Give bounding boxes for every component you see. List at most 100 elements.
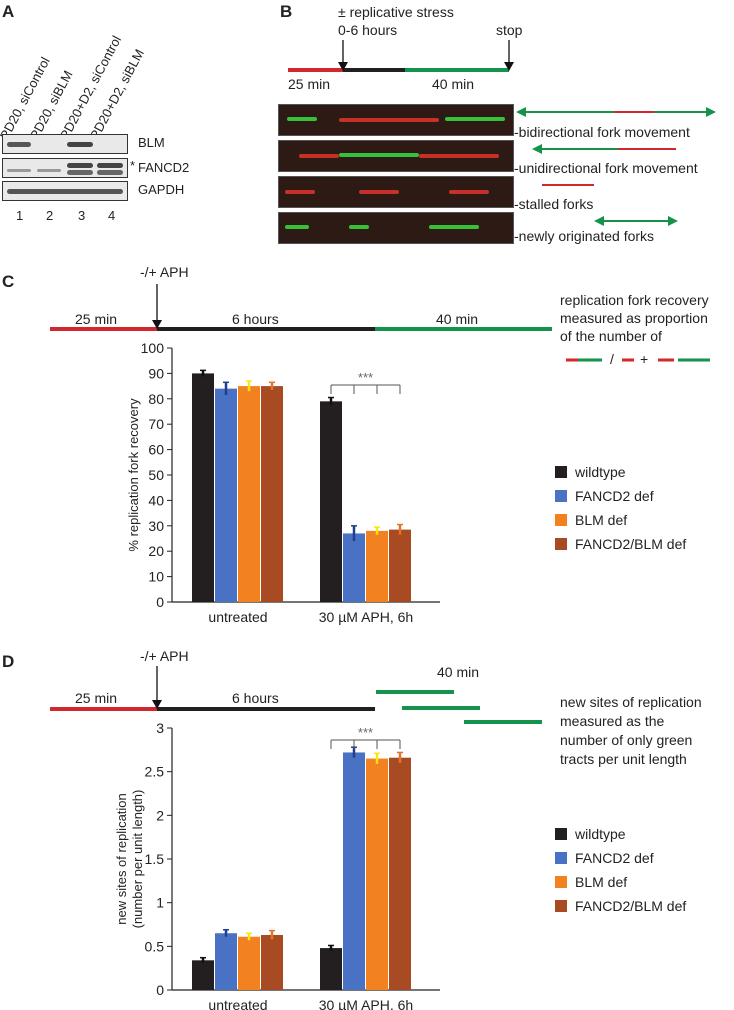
y-tick-label: 80 — [148, 391, 164, 407]
panel-d-treatment-label: -/+ APH — [140, 648, 189, 664]
fiber-image-4 — [278, 212, 514, 244]
bar-blm-def — [366, 530, 388, 602]
legend-swatch — [555, 852, 567, 864]
legend-d: wildtype FANCD2 def BLM def FANCD2/BLM d… — [555, 822, 730, 932]
lane-number-2: 2 — [46, 208, 54, 223]
legend-label: BLM def — [575, 874, 628, 890]
legend-item-fancd2: FANCD2 def — [555, 488, 654, 504]
arrow-right-icon — [706, 107, 716, 117]
significance-label: *** — [358, 370, 373, 385]
panel-b-letter: B — [280, 2, 293, 21]
y-tick-label: 0 — [156, 982, 164, 998]
legend-swatch — [555, 514, 567, 526]
panel-b-timeline — [288, 40, 514, 72]
asterisk-marker: * — [130, 158, 136, 173]
bar-blm-def — [366, 758, 388, 990]
bar-fancd2-def — [343, 533, 365, 602]
legend-swatch — [555, 876, 567, 888]
formula-slash: / — [610, 351, 614, 367]
legend-item-fancd2: FANCD2 def — [555, 850, 654, 866]
y-tick-label: 3 — [156, 720, 164, 736]
arrow-left-icon — [516, 107, 526, 117]
y-tick-label: 60 — [148, 442, 164, 458]
fiber-image-2 — [278, 140, 514, 172]
bar-wildtype — [192, 960, 214, 990]
legend-swatch — [555, 828, 567, 840]
arrow-head-icon — [152, 320, 162, 329]
legend-label: FANCD2/BLM def — [575, 536, 687, 552]
panel-d-seg2-label: 6 hours — [232, 690, 279, 706]
fiber-image-1 — [278, 104, 514, 136]
row-label-fancd2: FANCD2 — [138, 160, 190, 175]
lane-number-1: 1 — [16, 208, 24, 223]
y-tick-label: 20 — [148, 543, 164, 559]
western-blot: PD20, siControl PD20, siBLM PD20+D2, siC… — [0, 12, 202, 223]
legend-label: FANCD2/BLM def — [575, 898, 687, 914]
y-tick-label: 90 — [148, 365, 164, 381]
panel-d-letter: D — [2, 652, 15, 671]
bar-wildtype — [192, 373, 214, 602]
x-tick-label: 30 µM APH, 6h — [319, 997, 413, 1010]
bar-fancd2-blm-def — [261, 386, 283, 602]
panel-d-seg3-label: 40 min — [437, 664, 480, 680]
bar-wildtype — [320, 401, 342, 602]
arrow-head-icon — [338, 62, 348, 71]
legend-swatch — [555, 538, 567, 550]
bar-fancd2-def — [343, 752, 365, 990]
y-tick-label: 1 — [156, 895, 164, 911]
panel-a-letter: A — [2, 2, 15, 21]
panel-d-timeline — [50, 666, 480, 711]
y-axis-label: new sites of replication(number per unit… — [114, 790, 145, 929]
fiber-label-1: -bidirectional fork movement — [514, 124, 690, 140]
y-tick-label: 0 — [156, 594, 164, 610]
panel-c-timeline — [50, 284, 552, 331]
bar-fancd2-def — [215, 933, 237, 990]
panel-c-seg3-label: 40 min — [436, 311, 479, 327]
arrow-left-icon — [594, 216, 604, 226]
chart-fork-recovery: 0 10 20 30 40 50 60 70 80 90 100 % replication fork… — [126, 340, 440, 625]
row-label-blm: BLM — [138, 135, 165, 150]
fiber-image-3 — [278, 176, 514, 208]
stop-label: stop — [496, 22, 523, 38]
x-tick-label: 30 µM APH, 6h — [319, 609, 413, 625]
y-tick-label: 40 — [148, 492, 164, 508]
y-tick-label: 2 — [156, 807, 164, 823]
legend-c: wildtype FANCD2 def BLM def FANCD2/BLM d… — [555, 460, 730, 570]
y-tick-label: 70 — [148, 416, 164, 432]
panel-d-note-line-2: measured as the — [560, 713, 665, 729]
red-pulse-label: 25 min — [288, 76, 331, 92]
legend-label: BLM def — [575, 512, 628, 528]
legend-label: wildtype — [575, 826, 626, 842]
stress-label: ± replicative stress — [338, 4, 454, 20]
arrow-head-icon — [504, 62, 514, 71]
panel-c-note-line-2: measured as proportion — [560, 310, 708, 326]
legend-label: wildtype — [575, 464, 626, 480]
panel-c-letter: C — [2, 272, 15, 291]
y-tick-label: 1.5 — [145, 851, 165, 867]
panel-d-note-line-1: new sites of replication — [560, 694, 702, 710]
lane-number-4: 4 — [108, 208, 116, 223]
legend-swatch — [555, 490, 567, 502]
row-label-gapdh: GAPDH — [138, 182, 185, 197]
formula-plus: + — [640, 351, 649, 367]
y-tick-label: 50 — [148, 467, 164, 483]
y-axis-label: % replication fork recovery — [126, 398, 141, 552]
legend-item-wildtype: wildtype — [555, 826, 626, 842]
blot-strip-blm — [2, 134, 128, 154]
legend-item-double: FANCD2/BLM def — [555, 898, 686, 914]
legend-label: FANCD2 def — [575, 488, 654, 504]
arrow-head-icon — [152, 700, 162, 709]
legend-swatch — [555, 900, 567, 912]
arrow-right-icon — [668, 216, 678, 226]
bar-blm-def — [238, 386, 260, 602]
bar-fancd2-def — [215, 388, 237, 602]
panel-c-seg2-label: 6 hours — [232, 311, 279, 327]
bar-blm-def — [238, 936, 260, 990]
y-tick-label: 2.5 — [145, 764, 165, 780]
fiber-label-4: -newly originated forks — [514, 228, 655, 244]
legend-item-double: FANCD2/BLM def — [555, 536, 686, 552]
panel-d-note-line-3: number of only green — [560, 732, 693, 748]
recovery-formula — [566, 358, 710, 362]
panel-c-note-line-1: replication fork recovery — [560, 292, 709, 308]
y-tick-label: 100 — [141, 340, 165, 356]
